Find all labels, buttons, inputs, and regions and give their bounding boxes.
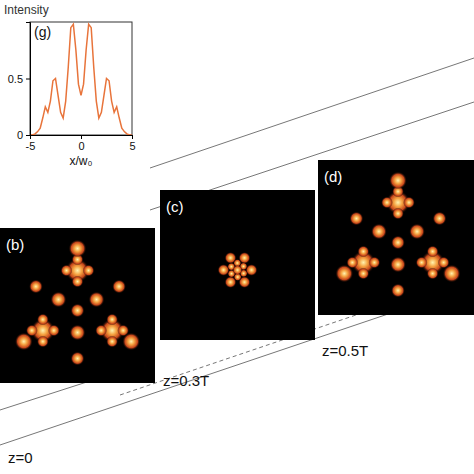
z-label: z=0.3T bbox=[163, 372, 209, 389]
figure: (b)z=0(c)z=0.3T(d)z=0.5T-50500.5(g)Inten… bbox=[0, 0, 474, 474]
x-tick-label: 0 bbox=[78, 140, 84, 152]
y-tick-mark bbox=[26, 79, 30, 80]
intensity-spot bbox=[37, 314, 49, 326]
intensity-spot bbox=[390, 257, 406, 273]
intensity-spot bbox=[403, 197, 415, 209]
panel-background bbox=[0, 228, 155, 383]
intensity-panel: (d) bbox=[318, 160, 474, 315]
intensity-spot bbox=[233, 265, 243, 275]
intensity-spot bbox=[381, 197, 393, 209]
x-tick: 5 bbox=[129, 135, 135, 152]
y-axis-title: Intensity bbox=[4, 3, 49, 17]
intensity-spot bbox=[71, 352, 85, 366]
intensity-spot bbox=[392, 208, 404, 220]
panel-label: (c) bbox=[166, 198, 184, 215]
intensity-spot bbox=[416, 257, 428, 269]
x-tick: 0 bbox=[78, 135, 84, 152]
y-tick: 0 bbox=[17, 129, 30, 141]
intensity-spot bbox=[349, 212, 363, 226]
intensity-spot bbox=[122, 333, 140, 351]
panel-label: (b) bbox=[6, 236, 24, 253]
intensity-spot bbox=[69, 240, 87, 258]
intensity-spot bbox=[335, 265, 353, 283]
inset-chart: -50500.5(g)Intensityx/w₀ bbox=[4, 3, 136, 168]
y-tick: 0.5 bbox=[8, 73, 30, 85]
panel-background bbox=[318, 160, 474, 315]
x-tick-label: -5 bbox=[26, 140, 36, 152]
intensity-spot bbox=[389, 172, 407, 190]
intensity-spot bbox=[106, 336, 118, 348]
intensity-spot bbox=[357, 246, 369, 258]
intensity-panel: (c) bbox=[160, 190, 315, 340]
x-axis-line bbox=[31, 136, 133, 140]
intensity-spot bbox=[391, 284, 405, 298]
intensity-spot bbox=[443, 265, 461, 283]
x-axis-title: x/w₀ bbox=[70, 154, 93, 168]
intensity-spot bbox=[89, 292, 105, 308]
y-tick-mark bbox=[26, 135, 30, 136]
y-axis: 00.5 bbox=[8, 23, 31, 142]
z-label: z=0 bbox=[8, 449, 33, 466]
intensity-spot bbox=[427, 246, 439, 258]
plot-frame bbox=[30, 22, 132, 135]
z-label: z=0.5T bbox=[322, 342, 368, 359]
intensity-spot bbox=[72, 276, 84, 288]
intensity-line bbox=[30, 24, 132, 135]
intensity-spot bbox=[61, 265, 73, 277]
intensity-spot bbox=[357, 268, 369, 280]
intensity-spot bbox=[48, 325, 60, 337]
intensity-spot bbox=[225, 276, 237, 288]
intensity-spot bbox=[71, 304, 85, 318]
y-tick-label: 0.5 bbox=[8, 73, 23, 85]
x-tick-label: 5 bbox=[129, 140, 135, 152]
intensity-spot bbox=[70, 325, 86, 341]
intensity-spot bbox=[368, 257, 380, 269]
intensity-spot bbox=[433, 212, 447, 226]
panel-background bbox=[160, 190, 315, 340]
y-tick-label: 0 bbox=[17, 129, 23, 141]
intensity-panel: (b) bbox=[0, 228, 155, 383]
panel-label: (d) bbox=[324, 168, 342, 185]
intensity-spot bbox=[29, 280, 43, 294]
intensity-spot bbox=[95, 325, 107, 337]
x-tick: -5 bbox=[26, 135, 36, 152]
intensity-spot bbox=[391, 236, 405, 250]
intensity-spot bbox=[371, 224, 387, 240]
intensity-spot bbox=[112, 280, 126, 294]
intensity-spot bbox=[15, 333, 33, 351]
intensity-spot bbox=[106, 314, 118, 326]
intensity-spot bbox=[50, 292, 66, 308]
guide-line bbox=[150, 58, 474, 168]
x-tick-mark bbox=[81, 135, 82, 139]
y-axis-line bbox=[26, 23, 31, 136]
x-tick-mark bbox=[132, 135, 133, 139]
intensity-spot bbox=[83, 265, 95, 277]
intensity-spot bbox=[409, 224, 425, 240]
intensity-spot bbox=[427, 268, 439, 280]
intensity-spot bbox=[239, 252, 251, 264]
intensity-spot bbox=[37, 336, 49, 348]
plot-marks bbox=[30, 24, 132, 135]
x-axis: -5 0 5 bbox=[26, 135, 136, 152]
inset-title: (g) bbox=[34, 24, 51, 40]
